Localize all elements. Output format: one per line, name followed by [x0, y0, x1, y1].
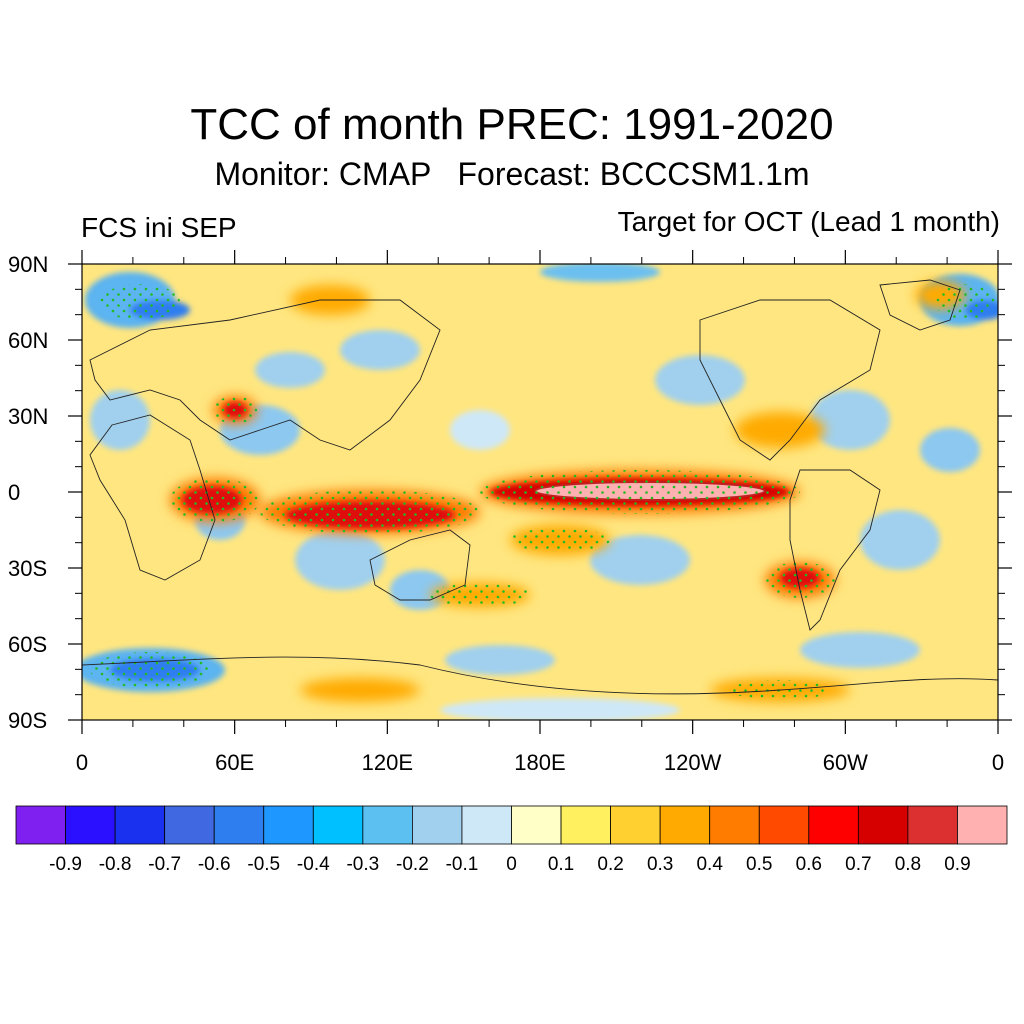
colorbar-box [65, 805, 116, 845]
lon-tick-label: 180E [514, 750, 565, 775]
colorbar-box [15, 805, 66, 845]
coast-australia [369, 529, 471, 601]
coast-greenland [879, 279, 961, 331]
coast-north-america [699, 299, 881, 461]
lon-tick-label: 0 [992, 750, 1004, 775]
lat-tick-label: 90S [8, 708, 47, 733]
colorbar-box [659, 805, 711, 845]
colorbar-boxes [15, 805, 1008, 845]
colorbar-label: 0.5 [746, 854, 772, 875]
coast-south-america [789, 469, 881, 631]
colorbar-label: 0.7 [845, 854, 871, 875]
colorbar-label: 0.6 [796, 854, 822, 875]
lon-tick-label: 0 [76, 750, 88, 775]
colorbar-box [709, 805, 760, 845]
colorbar-label: 0.9 [944, 854, 970, 875]
map-subtitle: Monitor: CMAP Forecast: BCCCSM1.1m [214, 156, 810, 192]
colorbar-box [411, 805, 463, 845]
lon-tick-label: 60E [215, 750, 254, 775]
coast-antarctica [82, 656, 998, 695]
colorbar-label: 0.4 [696, 854, 723, 875]
colorbar-box [758, 805, 810, 845]
colorbar-label: -0.6 [198, 854, 231, 875]
colorbar-box [312, 805, 364, 845]
colorbar-box [907, 805, 958, 845]
colorbar-box [610, 805, 661, 845]
colorbar-label: 0 [506, 854, 517, 875]
coast-eurasia [89, 299, 441, 451]
colorbar-label: 0.2 [597, 854, 623, 875]
longitude-axis: 0 60E 120E 180E 120W 60W 0 [76, 250, 1004, 775]
lat-tick-label: 60S [8, 632, 47, 657]
colorbar-labels: -0.9 -0.8 -0.7 -0.6 -0.5 -0.4 -0.3 -0.2 -0.1 0 0.1… [49, 854, 970, 875]
colorbar-label: -0.2 [396, 854, 429, 875]
colorbar-box [213, 805, 265, 845]
colorbar-box [114, 805, 166, 845]
lon-tick-label: 60W [823, 750, 868, 775]
initialization-label: FCS ini SEP [81, 212, 237, 243]
colorbar-box [164, 805, 215, 845]
lat-tick-label: 0 [8, 480, 20, 505]
field-layer [82, 264, 998, 720]
colorbar-label: -0.7 [148, 854, 181, 875]
colorbar-label: 0.8 [895, 854, 921, 875]
colorbar-label: -0.5 [247, 854, 280, 875]
colorbar-box [957, 805, 1008, 845]
colorbar-box [362, 805, 413, 845]
colorbar-box [560, 805, 611, 845]
colorbar-box [263, 805, 314, 845]
colorbar-label: -0.9 [49, 854, 82, 875]
target-label: Target for OCT (Lead 1 month) [617, 206, 1000, 237]
colorbar-label: -0.4 [297, 854, 330, 875]
lat-tick-label: 30N [8, 404, 48, 429]
colorbar-box [808, 805, 859, 845]
colorbar-label: -0.3 [346, 854, 379, 875]
significance-stippling [90, 284, 995, 700]
colorbar-label: -0.8 [99, 854, 132, 875]
colorbar-box [511, 805, 562, 845]
lat-tick-label: 60N [8, 328, 48, 353]
map-title: TCC of month PREC: 1991-2020 [190, 100, 834, 149]
lat-tick-label: 30S [8, 556, 47, 581]
coast-africa [89, 414, 216, 581]
colorbar-box [461, 805, 512, 845]
coastlines [82, 279, 998, 695]
lon-tick-label: 120E [362, 750, 413, 775]
lat-tick-label: 90N [8, 252, 48, 277]
colorbar-label: -0.1 [446, 854, 479, 875]
latitude-axis: 90N 60N 30N 0 30S 60S 90S [8, 252, 1012, 733]
colorbar-box [857, 805, 909, 845]
colorbar-label: 0.3 [647, 854, 673, 875]
lon-tick-label: 120W [664, 750, 722, 775]
colorbar-label: 0.1 [548, 854, 574, 875]
